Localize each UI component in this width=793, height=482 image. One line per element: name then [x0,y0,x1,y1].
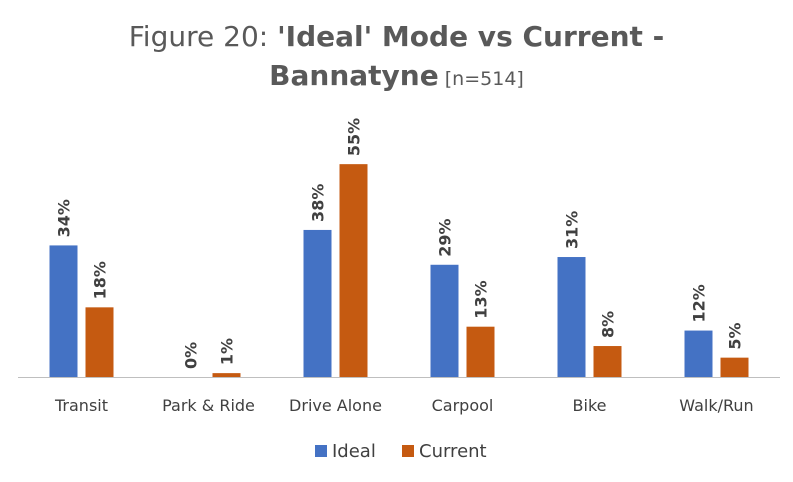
data-label-current-transit: 18% [91,261,110,299]
legend-label-current: Current [419,441,487,462]
title-prefix: Figure 20: [129,20,277,53]
category-label-walk-run: Walk/Run [679,396,753,415]
bar-ideal-walk-run [684,330,713,377]
data-label-ideal-walk-run: 12% [690,284,709,322]
plot-area: 34% 18% Transit 0% 1% Park & Ride 38% 55% Drive … [18,118,780,415]
bar-current-walk-run [720,357,749,377]
bar-current-transit [85,307,114,377]
data-label-ideal-drive-alone: 38% [309,184,328,222]
legend-label-ideal: Ideal [332,441,376,462]
data-label-ideal-park-ride: 0% [182,342,201,369]
bar-ideal-transit [49,245,78,377]
bar-ideal-drive-alone [303,229,332,377]
bar-ideal-carpool [430,264,459,377]
title-sample-size: [n=514] [439,68,524,90]
bar-current-carpool [466,326,495,377]
legend-swatch-ideal [315,445,327,457]
legend: Ideal Current [315,441,487,462]
data-label-current-walk-run: 5% [726,322,745,349]
data-label-ideal-carpool: 29% [436,218,455,256]
data-label-current-park-ride: 1% [218,338,237,365]
bar-current-bike [593,346,622,377]
title-bold-part-1: 'Ideal' Mode vs Current - [277,20,664,53]
data-label-ideal-transit: 34% [55,199,74,237]
category-label-park-ride: Park & Ride [162,396,255,415]
bar-current-park-ride [212,373,241,377]
category-label-transit: Transit [54,396,108,415]
category-label-drive-alone: Drive Alone [289,396,382,415]
data-label-current-drive-alone: 55% [345,118,364,156]
data-label-current-bike: 8% [599,311,618,338]
bar-current-drive-alone [339,164,368,377]
category-label-bike: Bike [573,396,607,415]
legend-swatch-current [402,445,414,457]
bar-ideal-bike [557,257,586,377]
data-label-current-carpool: 13% [472,280,491,318]
title-bold-part-2: Bannatyne [269,59,439,92]
chart-title-line-1: Figure 20: 'Ideal' Mode vs Current - [129,20,665,53]
chart-title-line-2: Bannatyne [n=514] [269,59,524,92]
category-label-carpool: Carpool [432,396,494,415]
data-label-ideal-bike: 31% [563,211,582,249]
